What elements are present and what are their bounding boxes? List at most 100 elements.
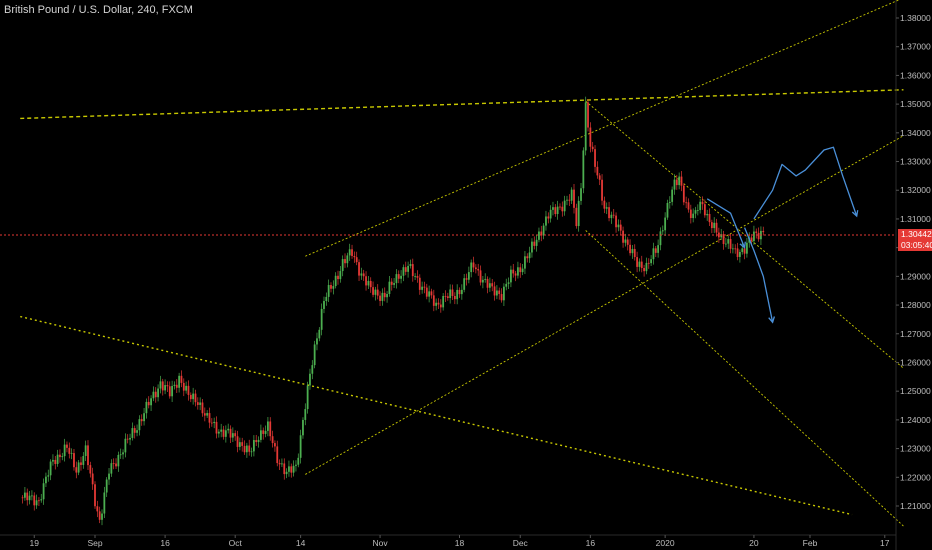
candle-body [601, 179, 603, 201]
candle-body [138, 419, 141, 431]
candle-body [56, 454, 59, 464]
time-tick-label: Dec [513, 538, 529, 548]
candle-body [129, 437, 131, 440]
price-axis[interactable]: 1.38000 1.37000 1.36000 1.35000 1.34000 1.330… [896, 13, 931, 511]
candle-body [35, 500, 38, 506]
candle-body [381, 292, 384, 301]
candle-body [526, 256, 529, 259]
candle-body [140, 419, 143, 422]
candle-body [393, 283, 395, 285]
candle-body [199, 402, 202, 405]
candle-body [73, 453, 75, 468]
price-tick-label: 1.28000 [900, 300, 931, 310]
price-tick-label: 1.21000 [900, 501, 931, 511]
forecast-path-1 [706, 198, 746, 248]
candle-body [451, 289, 454, 296]
candle-body [460, 289, 463, 295]
candle-body [101, 513, 103, 520]
candle-body [245, 445, 248, 453]
candle-body [645, 262, 648, 272]
channel-upper-line [305, 0, 900, 257]
candle-body [587, 102, 589, 128]
candle-body [285, 471, 288, 475]
candle-body [325, 296, 328, 301]
candle-body [367, 280, 370, 286]
candle-body [234, 433, 237, 437]
candle-body [741, 248, 744, 252]
candle-body [710, 222, 713, 229]
candle-body [117, 454, 120, 467]
candle-body [703, 204, 706, 216]
candle-body [437, 302, 440, 305]
candle-body [157, 388, 159, 398]
time-axis[interactable]: 19 Sep 16 Oct 14 Nov 18 Dec 16 2020 20 Feb 17 [30, 535, 890, 548]
candle-body [161, 381, 164, 391]
candle-body [290, 466, 293, 473]
candle-body [236, 436, 239, 447]
candle-body [442, 295, 445, 308]
candle-body [755, 231, 758, 233]
candle-body [722, 234, 725, 245]
time-tick-label: 16 [586, 538, 596, 548]
candle-body [187, 385, 190, 395]
candle-body [481, 279, 484, 283]
price-tick-label: 1.38000 [900, 13, 931, 23]
price-tick-label: 1.29000 [900, 271, 931, 281]
candle-body [446, 296, 449, 299]
candle-body [257, 439, 260, 443]
price-tick-label: 1.23000 [900, 444, 931, 454]
channel-lower-line [305, 135, 904, 475]
candle-body [150, 398, 152, 406]
candle-body [84, 445, 87, 457]
candle-body [493, 286, 496, 296]
candle-body [514, 273, 517, 276]
candle-body [262, 430, 265, 434]
candle-body [701, 201, 704, 205]
candle-body [617, 224, 620, 228]
price-tick-label: 1.22000 [900, 472, 931, 482]
candle-body [465, 278, 468, 280]
candle-body [206, 413, 209, 416]
candle-body [568, 199, 571, 201]
candle-body [491, 283, 494, 287]
candle-body [365, 276, 367, 286]
candle-body [671, 189, 674, 202]
candle-body [682, 185, 685, 203]
down-channel-lower-line [585, 230, 904, 527]
candle-body [316, 338, 318, 345]
candle-body [91, 473, 94, 485]
candle-body [474, 267, 477, 270]
candle-body [540, 231, 543, 236]
candle-body [334, 275, 337, 287]
candle-body [115, 463, 117, 467]
candle-body [264, 430, 267, 434]
candle-body [689, 209, 692, 219]
candle-body [505, 283, 508, 287]
symbol-title[interactable]: British Pound / U.S. Dollar, 240, FXCM [4, 4, 193, 16]
candle-body [507, 282, 510, 284]
candle-body [82, 456, 85, 465]
candle-body [479, 270, 482, 283]
candle-body [147, 401, 150, 406]
candle-body [112, 463, 115, 464]
candle-body [680, 176, 683, 186]
candle-body [664, 217, 667, 231]
candle-body [372, 287, 374, 295]
candle-body [647, 262, 650, 264]
candle-body [510, 269, 512, 283]
candle-body [573, 189, 575, 208]
price-tick-label: 1.24000 [900, 415, 931, 425]
candle-body [152, 391, 155, 399]
candle-body [724, 243, 727, 245]
candle-body [75, 467, 78, 473]
candle-body [369, 280, 372, 288]
candle-body [180, 375, 183, 383]
candle-body [582, 150, 585, 189]
candle-body [341, 259, 344, 272]
candle-body [203, 413, 206, 416]
candle-body [661, 230, 664, 232]
candle-body [313, 344, 316, 366]
candle-body [631, 248, 634, 254]
candle-body [739, 251, 741, 257]
